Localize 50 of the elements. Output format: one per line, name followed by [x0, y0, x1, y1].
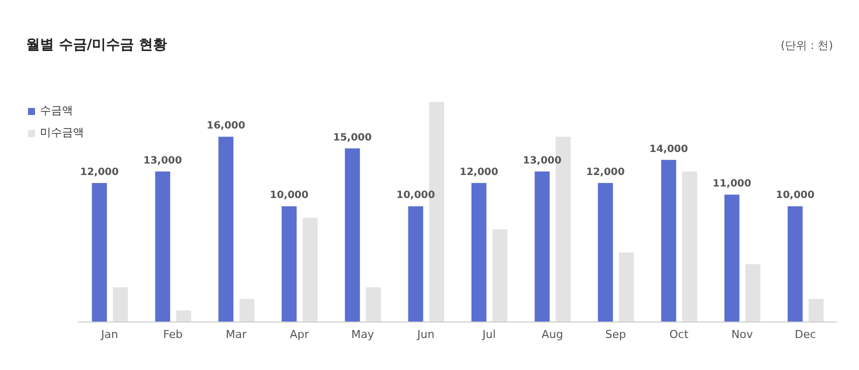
x-tick-label: Oct	[669, 328, 690, 341]
bar	[239, 298, 254, 322]
bar	[344, 148, 360, 322]
bar	[724, 194, 740, 322]
bar	[661, 160, 676, 322]
data-label: 10,000	[270, 190, 308, 202]
bar	[808, 298, 824, 322]
data-label: 16,000	[206, 120, 246, 132]
legend-label: 수금액	[40, 103, 73, 119]
x-tick-label: Jul	[481, 328, 496, 341]
bar	[745, 264, 760, 322]
x-tick-label: Feb	[163, 328, 183, 341]
x-tick-label: Dec	[794, 328, 816, 341]
x-tick-label: Sep	[605, 328, 626, 341]
bar	[471, 183, 486, 322]
bar	[618, 252, 634, 322]
bar	[282, 206, 297, 322]
bar	[112, 287, 128, 322]
chart-title: 월별 수금/미수금 현황	[26, 36, 167, 54]
data-label: 12,000	[586, 167, 625, 178]
x-tick-label: Jan	[100, 328, 118, 341]
data-label: 10,000	[776, 190, 814, 202]
x-tick-label: Jun	[416, 328, 434, 341]
data-label: 13,000	[143, 155, 182, 166]
bar	[682, 171, 698, 322]
data-label: 12,000	[460, 167, 498, 178]
data-label: 14,000	[649, 144, 688, 155]
bar	[155, 171, 170, 322]
data-label: 10,000	[396, 190, 435, 202]
data-label: 13,000	[522, 155, 562, 166]
text: (단위 : 천)	[780, 38, 833, 53]
bar	[176, 310, 192, 322]
bar	[92, 183, 107, 322]
x-tick-label: Nov	[731, 328, 754, 341]
data-label: 11,000	[712, 178, 752, 190]
bar	[302, 218, 318, 322]
bar	[598, 183, 613, 322]
bar	[218, 136, 234, 322]
x-tick-label: Apr	[290, 328, 310, 341]
x-tick-label: Aug	[542, 328, 564, 341]
bar	[408, 206, 424, 322]
bar	[534, 171, 550, 322]
data-label: 12,000	[80, 167, 119, 178]
legend-label: 미수금액	[40, 125, 84, 141]
data-label: 15,000	[333, 132, 372, 144]
x-tick-label: May	[351, 328, 374, 341]
bar	[492, 229, 508, 322]
x-tick-label: Mar	[226, 328, 247, 341]
bar	[366, 287, 381, 322]
bar	[788, 206, 803, 322]
